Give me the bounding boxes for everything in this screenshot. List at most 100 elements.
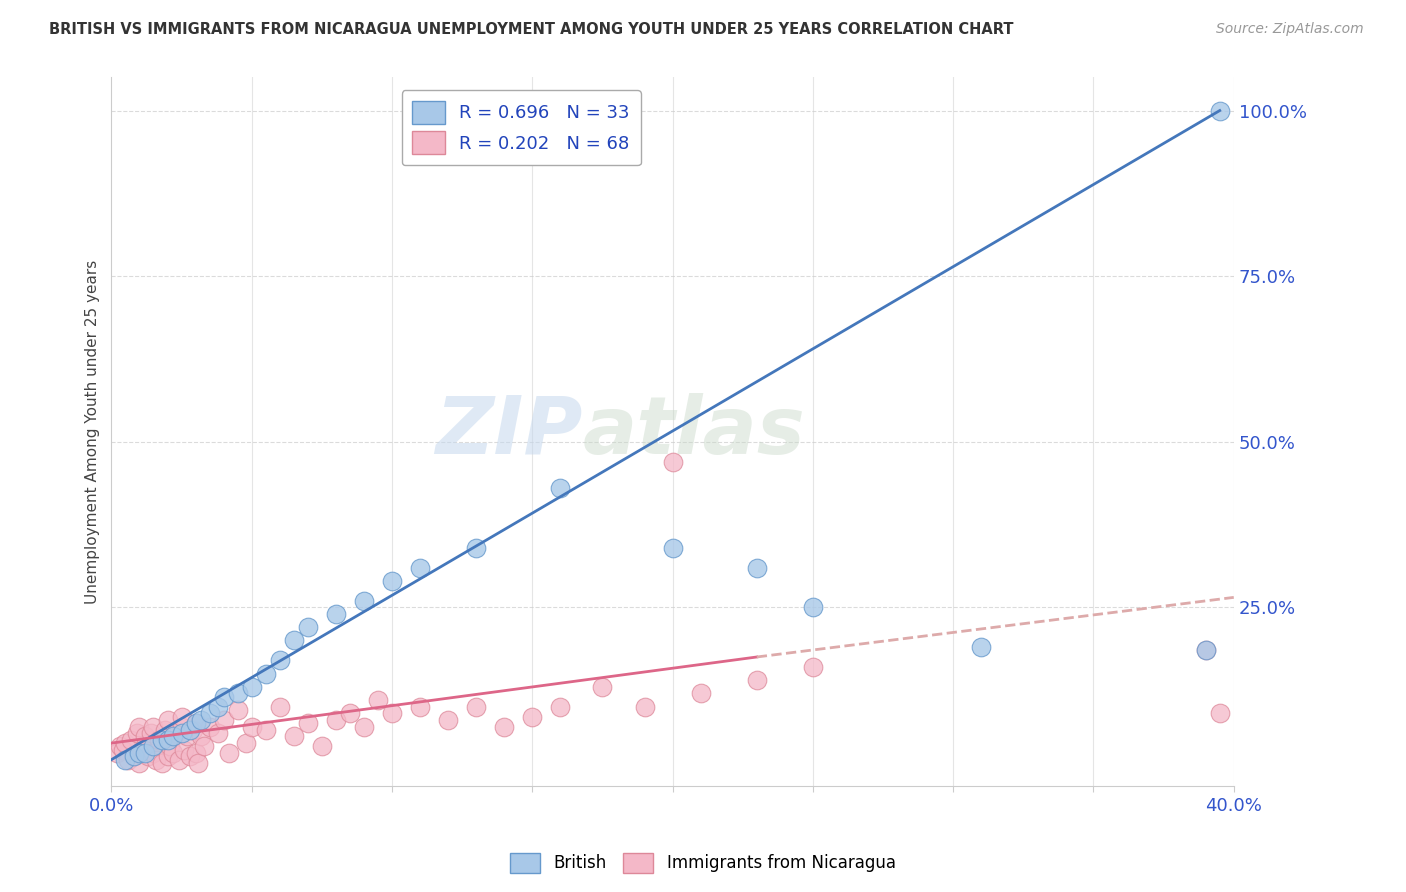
Point — [212, 690, 235, 704]
Point — [207, 699, 229, 714]
Point — [254, 723, 277, 737]
Point — [801, 660, 824, 674]
Point — [240, 719, 263, 733]
Point — [184, 746, 207, 760]
Point — [745, 560, 768, 574]
Point — [1195, 643, 1218, 657]
Point — [148, 732, 170, 747]
Point — [409, 560, 432, 574]
Point — [193, 739, 215, 754]
Point — [465, 541, 488, 555]
Point — [170, 726, 193, 740]
Point — [131, 742, 153, 756]
Point — [381, 706, 404, 721]
Point — [153, 723, 176, 737]
Point — [179, 723, 201, 737]
Point — [970, 640, 993, 654]
Point — [550, 699, 572, 714]
Point — [381, 574, 404, 588]
Point — [156, 749, 179, 764]
Point — [437, 713, 460, 727]
Point — [111, 742, 134, 756]
Point — [689, 686, 711, 700]
Point — [283, 730, 305, 744]
Point — [156, 732, 179, 747]
Point — [367, 693, 389, 707]
Y-axis label: Unemployment Among Youth under 25 years: Unemployment Among Youth under 25 years — [86, 260, 100, 604]
Point — [522, 709, 544, 723]
Point — [1209, 103, 1232, 118]
Point — [136, 749, 159, 764]
Point — [162, 730, 184, 744]
Point — [226, 703, 249, 717]
Point — [128, 719, 150, 733]
Point — [801, 600, 824, 615]
Point — [1209, 706, 1232, 721]
Point — [190, 713, 212, 727]
Point — [661, 541, 683, 555]
Point — [165, 726, 187, 740]
Point — [170, 709, 193, 723]
Point — [1195, 643, 1218, 657]
Point — [142, 746, 165, 760]
Point — [159, 739, 181, 754]
Point — [297, 716, 319, 731]
Legend: R = 0.696   N = 33, R = 0.202   N = 68: R = 0.696 N = 33, R = 0.202 N = 68 — [402, 90, 641, 165]
Point — [190, 730, 212, 744]
Point — [311, 739, 333, 754]
Point — [128, 756, 150, 770]
Point — [218, 746, 240, 760]
Point — [145, 753, 167, 767]
Text: BRITISH VS IMMIGRANTS FROM NICARAGUA UNEMPLOYMENT AMONG YOUTH UNDER 25 YEARS COR: BRITISH VS IMMIGRANTS FROM NICARAGUA UNE… — [49, 22, 1014, 37]
Point — [142, 739, 165, 754]
Point — [187, 756, 209, 770]
Point — [170, 719, 193, 733]
Point — [114, 753, 136, 767]
Point — [207, 726, 229, 740]
Point — [162, 746, 184, 760]
Point — [339, 706, 361, 721]
Point — [198, 706, 221, 721]
Text: ZIP: ZIP — [436, 392, 583, 471]
Point — [114, 736, 136, 750]
Point — [150, 756, 173, 770]
Text: atlas: atlas — [583, 392, 806, 471]
Point — [122, 749, 145, 764]
Point — [297, 620, 319, 634]
Point — [179, 749, 201, 764]
Point — [105, 746, 128, 760]
Point — [283, 633, 305, 648]
Point — [226, 686, 249, 700]
Text: Source: ZipAtlas.com: Source: ZipAtlas.com — [1216, 22, 1364, 37]
Point — [269, 699, 291, 714]
Point — [494, 719, 516, 733]
Point — [173, 742, 195, 756]
Point — [240, 680, 263, 694]
Point — [117, 753, 139, 767]
Point — [120, 732, 142, 747]
Point — [325, 607, 347, 621]
Point — [142, 719, 165, 733]
Point — [184, 716, 207, 731]
Point — [167, 753, 190, 767]
Point — [198, 719, 221, 733]
Point — [184, 716, 207, 731]
Point — [122, 749, 145, 764]
Point — [139, 726, 162, 740]
Point — [661, 454, 683, 468]
Point — [633, 699, 655, 714]
Point — [269, 653, 291, 667]
Point — [125, 726, 148, 740]
Point — [134, 730, 156, 744]
Point — [235, 736, 257, 750]
Point — [550, 481, 572, 495]
Point — [353, 593, 375, 607]
Point — [176, 730, 198, 744]
Point — [156, 713, 179, 727]
Point — [745, 673, 768, 688]
Point — [409, 699, 432, 714]
Point — [134, 746, 156, 760]
Point — [591, 680, 613, 694]
Point — [254, 666, 277, 681]
Point — [128, 746, 150, 760]
